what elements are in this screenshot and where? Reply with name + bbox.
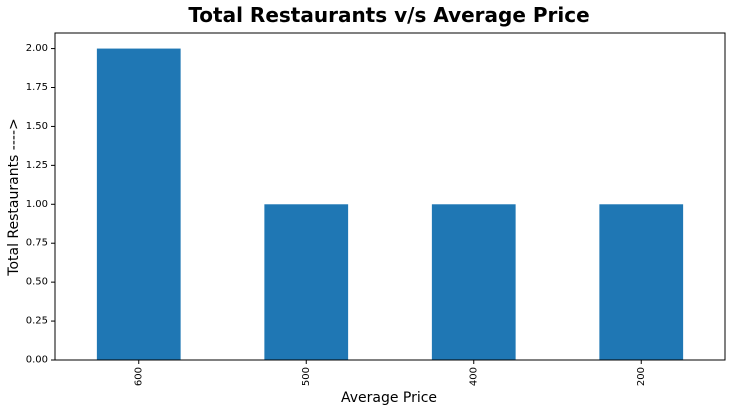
y-tick-label: 0.75 — [26, 238, 48, 249]
x-axis: 600 500 400 200 — [133, 360, 647, 386]
y-tick-label: 0.25 — [26, 316, 48, 327]
y-tick-label: 0.00 — [26, 355, 48, 366]
x-tick-label: 400 — [468, 367, 479, 386]
plot-frame — [54, 32, 726, 361]
x-tick-label: 200 — [636, 367, 647, 386]
y-axis: 0.00 0.25 0.50 0.75 1.00 1.25 1.50 1.75 2.00 — [26, 43, 55, 366]
y-tick-label: 2.00 — [26, 43, 48, 54]
y-tick-label: 1.00 — [26, 199, 48, 210]
x-axis-label: Average Price — [341, 390, 437, 406]
y-tick-label: 1.50 — [26, 121, 48, 132]
bar-600 — [96, 48, 181, 360]
x-tick-label: 600 — [133, 367, 144, 386]
chart-title: Total Restaurants v/s Average Price — [188, 3, 589, 27]
y-tick-label: 1.25 — [26, 160, 48, 171]
y-tick-label: 0.50 — [26, 277, 48, 288]
bar-500 — [264, 204, 349, 360]
bar-400 — [431, 204, 516, 360]
y-tick-label: 1.75 — [26, 82, 48, 93]
x-tick-label: 500 — [301, 367, 312, 386]
y-axis-label: Total Restaurants ----> — [6, 118, 22, 276]
bar-200 — [599, 204, 684, 360]
bars-group — [96, 48, 684, 360]
